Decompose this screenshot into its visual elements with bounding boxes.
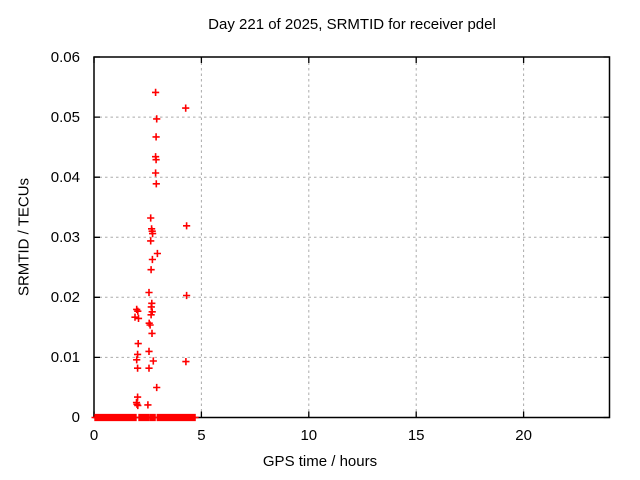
zero-band-markers — [91, 413, 199, 422]
y-tick-label: 0.04 — [50, 168, 80, 186]
y-tick-label: 0 — [71, 409, 80, 426]
grid-lines — [94, 57, 610, 418]
x-tick-label: 10 — [300, 427, 318, 444]
x-tick-label: 15 — [407, 427, 425, 444]
y-tick-label: 0.06 — [50, 48, 80, 66]
x-tick-label: 20 — [515, 427, 532, 444]
scatter-point-markers — [131, 88, 191, 410]
y-tick-label: 0.03 — [50, 228, 80, 246]
x-tick-label: 0 — [89, 427, 99, 444]
chart-title: Day 221 of 2025, SRMTID for receiver pde… — [208, 16, 496, 33]
y-tick-label: 0.05 — [50, 108, 80, 126]
y-tick-label: 0.01 — [50, 348, 80, 366]
x-axis-label: GPS time / hours — [262, 453, 378, 470]
y-tick-label: 0.02 — [50, 288, 80, 306]
x-tick-label: 5 — [197, 427, 206, 444]
